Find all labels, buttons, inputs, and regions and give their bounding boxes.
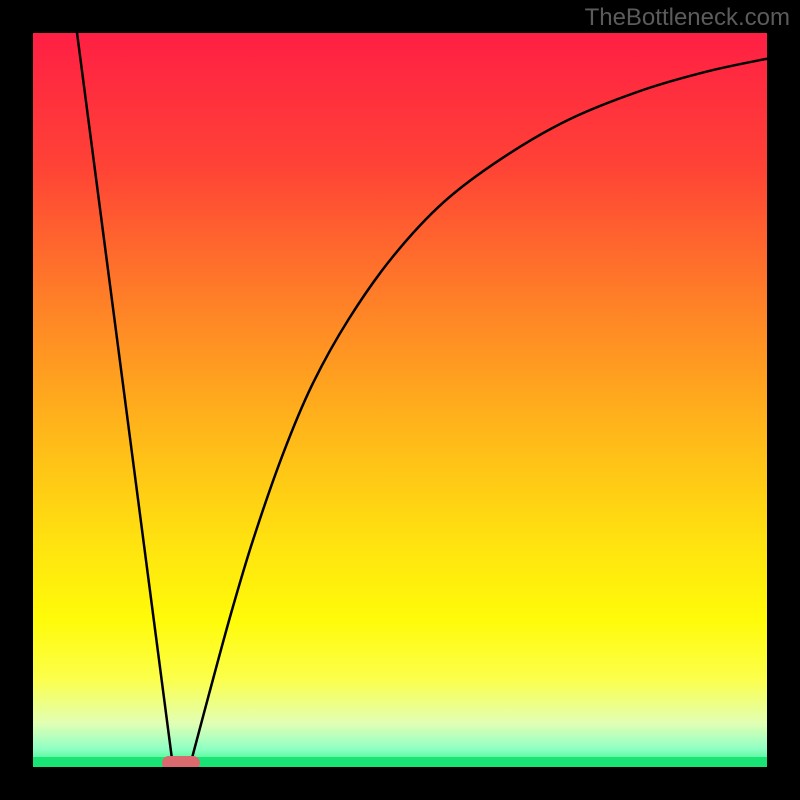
watermark-text: TheBottleneck.com — [585, 4, 790, 32]
plot-area — [33, 33, 767, 767]
chart-canvas: TheBottleneck.com — [0, 0, 800, 800]
curve-right-segment — [191, 59, 767, 763]
curve-left-segment — [77, 33, 172, 763]
bottleneck-curve — [33, 33, 767, 767]
optimum-marker — [162, 756, 200, 767]
